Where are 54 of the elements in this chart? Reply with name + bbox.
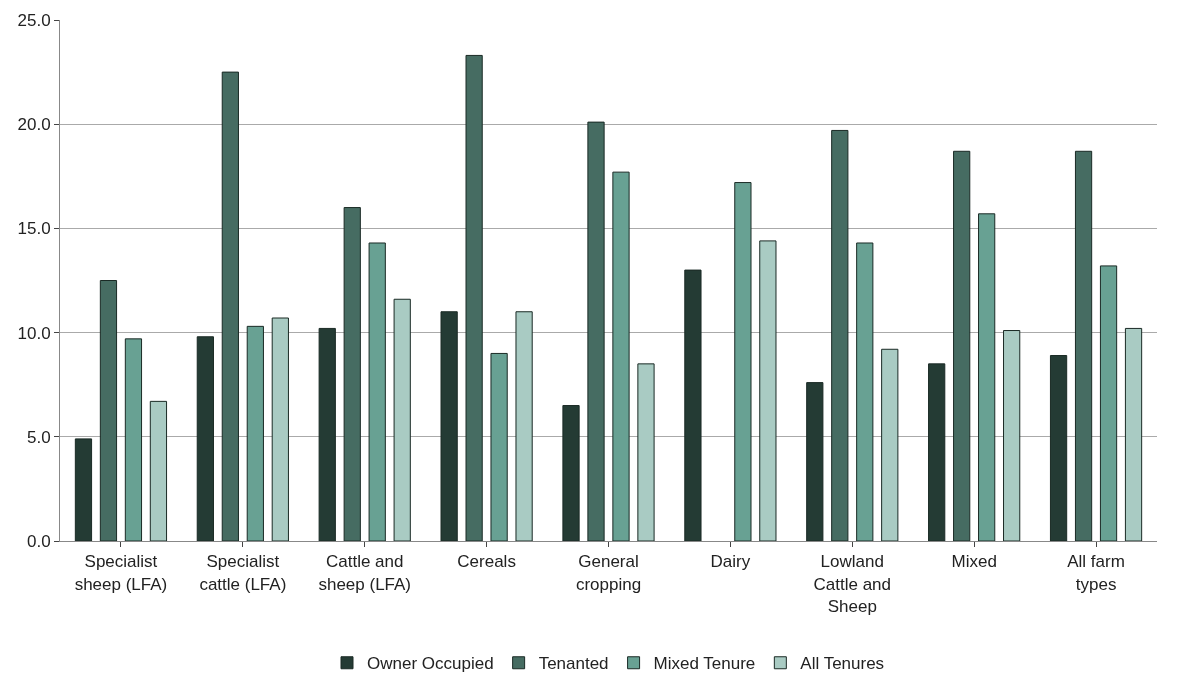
bar xyxy=(440,311,458,541)
bar xyxy=(1049,355,1068,541)
bar xyxy=(759,240,777,541)
y-tick-label: 0.0 xyxy=(26,531,51,551)
y-tick-label: 20.0 xyxy=(17,115,51,135)
y-tick-label: 15.0 xyxy=(17,219,51,239)
bar xyxy=(856,242,874,541)
y-tick-label: 25.0 xyxy=(17,10,51,30)
bar xyxy=(343,207,361,541)
bar xyxy=(928,363,946,541)
x-tick-label: Dairy xyxy=(710,552,751,572)
bar xyxy=(1074,150,1093,541)
x-tick-label: General cropping xyxy=(575,552,642,594)
x-tick-label: Cattle and sheep (LFA) xyxy=(318,552,412,594)
bar xyxy=(124,338,143,541)
bar xyxy=(368,242,386,541)
y-tick-label: 5.0 xyxy=(26,427,51,447)
bar xyxy=(734,182,752,541)
bar xyxy=(684,269,702,541)
bar xyxy=(490,352,508,541)
bar xyxy=(978,213,996,541)
x-tick-label: Specialist sheep (LFA) xyxy=(74,552,168,594)
bar xyxy=(831,129,849,541)
bar xyxy=(74,438,93,541)
bar xyxy=(393,298,411,541)
bar xyxy=(562,405,580,541)
legend-label: Tenanted xyxy=(538,654,609,674)
legend-label: All Tenures xyxy=(800,654,885,674)
y-tick-label: 10.0 xyxy=(17,323,51,343)
bar xyxy=(149,400,168,541)
bar xyxy=(612,171,630,541)
x-tick-label: All farm types xyxy=(1067,552,1125,594)
x-tick-label: Lowland Cattle and Sheep xyxy=(813,552,892,616)
bar xyxy=(221,71,239,541)
bar xyxy=(196,336,214,541)
bar xyxy=(318,327,336,541)
bar xyxy=(271,317,289,541)
bar xyxy=(1003,330,1021,541)
bar xyxy=(881,348,899,541)
legend-label: Mixed Tenure xyxy=(653,654,756,674)
legend-label: Owner Occupied xyxy=(367,654,494,674)
bar xyxy=(806,382,824,541)
bar xyxy=(587,121,605,541)
bar xyxy=(1099,265,1118,541)
bar xyxy=(99,280,118,541)
x-tick-label: Mixed xyxy=(951,552,997,572)
bar xyxy=(465,54,483,541)
x-tick-label: Cereals xyxy=(457,552,516,572)
bar xyxy=(246,325,264,541)
bar xyxy=(953,150,971,541)
bar xyxy=(515,311,533,541)
bar xyxy=(1124,327,1143,541)
x-tick-label: Specialist cattle (LFA) xyxy=(199,552,287,594)
bar xyxy=(637,363,655,541)
